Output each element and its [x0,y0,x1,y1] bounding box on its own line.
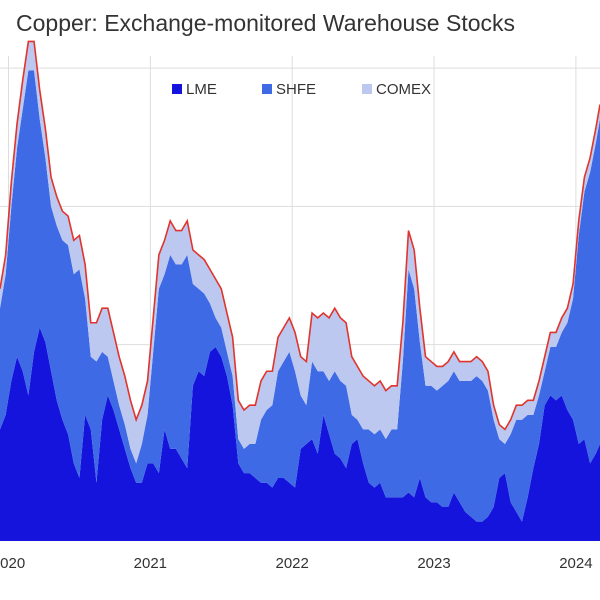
total-line-group [0,40,600,431]
x-tick-label: 2021 [134,555,167,572]
chart-title: Copper: Exchange-monitored Warehouse Sto… [16,10,516,36]
area-shfe [0,70,600,522]
x-tick-label: 2022 [276,555,309,572]
legend-swatch-comex [362,84,372,94]
legend-label-comex: COMEX [376,81,431,98]
total-line [0,40,600,431]
x-tick-label: 2023 [417,555,450,572]
legend-label-lme: LME [186,81,217,98]
area-lme [0,327,600,541]
x-tick-label: 2024 [559,555,592,572]
legend-label-shfe: SHFE [276,81,316,98]
legend: LME SHFE COMEX [172,81,431,98]
legend-swatch-shfe [262,84,272,94]
legend-swatch-lme [172,84,182,94]
stacked-areas [0,41,600,541]
